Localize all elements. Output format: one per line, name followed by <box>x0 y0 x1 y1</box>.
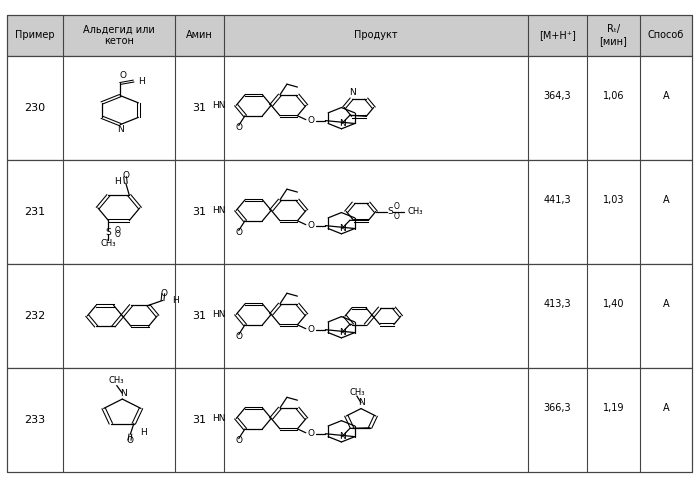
Text: Пример: Пример <box>15 30 55 40</box>
Text: Амин: Амин <box>186 30 212 40</box>
Text: N: N <box>120 389 127 398</box>
Text: 413,3: 413,3 <box>544 299 571 309</box>
Text: CH₃: CH₃ <box>408 207 424 216</box>
Text: S: S <box>106 227 111 237</box>
Text: 364,3: 364,3 <box>544 91 571 101</box>
Text: N: N <box>339 224 345 233</box>
Text: CH₃: CH₃ <box>101 239 116 248</box>
Text: CH₃: CH₃ <box>109 376 124 385</box>
Text: O: O <box>115 229 120 239</box>
Text: O: O <box>394 202 400 211</box>
Text: O: O <box>127 436 134 445</box>
Text: A: A <box>663 299 669 309</box>
Bar <box>7 368 692 472</box>
Text: N: N <box>339 432 345 441</box>
Text: O: O <box>235 123 243 132</box>
Text: O: O <box>394 212 400 221</box>
Text: 31: 31 <box>192 311 206 321</box>
Text: O: O <box>235 333 243 341</box>
Text: Продукт: Продукт <box>354 30 398 40</box>
Text: A: A <box>663 403 669 413</box>
Text: S: S <box>387 207 394 216</box>
Text: 441,3: 441,3 <box>544 195 571 205</box>
Text: CH₃: CH₃ <box>349 388 365 396</box>
Text: N: N <box>339 119 345 128</box>
Text: 31: 31 <box>192 103 206 113</box>
Text: H: H <box>173 296 179 305</box>
Text: O: O <box>235 437 243 445</box>
Text: HN: HN <box>212 101 226 110</box>
Text: 1,19: 1,19 <box>603 403 624 413</box>
Text: 31: 31 <box>192 415 206 425</box>
Text: 1,06: 1,06 <box>603 91 624 101</box>
Text: HN: HN <box>212 206 226 215</box>
Text: 233: 233 <box>24 415 45 425</box>
Bar <box>7 56 692 160</box>
Text: H: H <box>138 76 145 86</box>
Text: 230: 230 <box>24 103 45 113</box>
Text: HN: HN <box>212 414 226 423</box>
Text: Способ: Способ <box>647 30 684 40</box>
Text: Альдегид или
кетон: Альдегид или кетон <box>83 24 154 46</box>
Text: 31: 31 <box>192 207 206 217</box>
Text: O: O <box>160 289 168 298</box>
Text: O: O <box>120 71 127 80</box>
Text: 366,3: 366,3 <box>544 403 571 413</box>
Text: 232: 232 <box>24 311 45 321</box>
Bar <box>7 15 692 56</box>
Text: HN: HN <box>212 310 226 319</box>
Text: H: H <box>140 428 147 437</box>
Text: O: O <box>307 116 315 125</box>
Bar <box>7 264 692 368</box>
Text: A: A <box>663 91 669 101</box>
Text: O: O <box>115 226 120 235</box>
Text: N: N <box>359 398 365 407</box>
Text: 231: 231 <box>24 207 45 217</box>
Text: Rₜ/
[мин]: Rₜ/ [мин] <box>600 24 627 46</box>
Text: A: A <box>663 195 669 205</box>
Bar <box>7 160 692 264</box>
Text: H: H <box>114 177 121 186</box>
Text: N: N <box>117 125 124 135</box>
Text: [M+H⁺]: [M+H⁺] <box>539 30 576 40</box>
Text: 1,40: 1,40 <box>603 299 624 309</box>
Text: N: N <box>339 328 345 337</box>
Text: O: O <box>307 325 315 334</box>
Text: O: O <box>235 228 243 237</box>
Text: N: N <box>350 89 356 97</box>
Text: 1,03: 1,03 <box>603 195 624 205</box>
Text: O: O <box>307 221 315 230</box>
Text: O: O <box>122 171 129 181</box>
Text: O: O <box>307 429 315 438</box>
